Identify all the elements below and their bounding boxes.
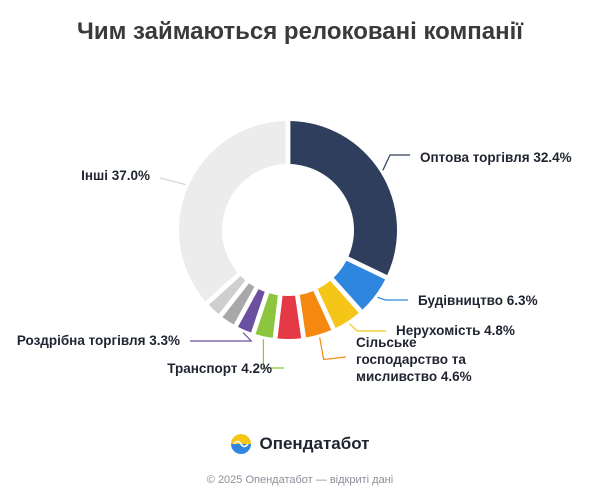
slice-2 [333, 260, 386, 310]
slice-4 [299, 290, 332, 338]
slice-label-3: Нерухомість 4.8% [396, 323, 515, 338]
slice-label-10: Інші 37.0% [81, 168, 150, 183]
leader-line-1 [382, 154, 410, 171]
brand-logo: Опендатабот [0, 433, 600, 455]
slice-label-7: Роздрібна торгівля 3.3% [17, 333, 180, 348]
slice-9 [208, 276, 246, 315]
leader-line-6 [262, 339, 284, 369]
slice-labels: Оптова торгівля 32.4% Будівництво 6.3% Нер… [17, 150, 572, 384]
slice-3 [317, 280, 359, 329]
slice-label-4: Сільське господарство та мисливство 4.6% [356, 335, 472, 384]
footer-copyright: © 2025 Опендатабот — відкриті дані [206, 474, 394, 486]
leader-line-10 [159, 177, 186, 186]
donut-slices [179, 121, 398, 339]
slice-5 [277, 295, 302, 339]
brand-name: Опендатабот [259, 434, 370, 453]
slice-8 [222, 283, 255, 325]
slice-label-2: Будівництво 6.3% [418, 293, 538, 308]
slice-label-1: Оптова торгівля 32.4% [420, 150, 572, 165]
leader-line-4 [319, 337, 347, 361]
slice-7 [237, 289, 265, 333]
leader-line-7 [190, 332, 253, 342]
slice-6 [255, 293, 278, 338]
label-leaders [159, 154, 410, 369]
leader-line-2 [377, 296, 408, 301]
chart-title: Чим займаються релоковані компанії [76, 18, 524, 45]
slice-10 [179, 121, 286, 302]
leader-line-3 [348, 323, 386, 332]
slice-1 [290, 121, 398, 276]
opendatabot-logo-icon [231, 434, 252, 454]
slice-label-6: Транспорт 4.2% [167, 361, 272, 376]
